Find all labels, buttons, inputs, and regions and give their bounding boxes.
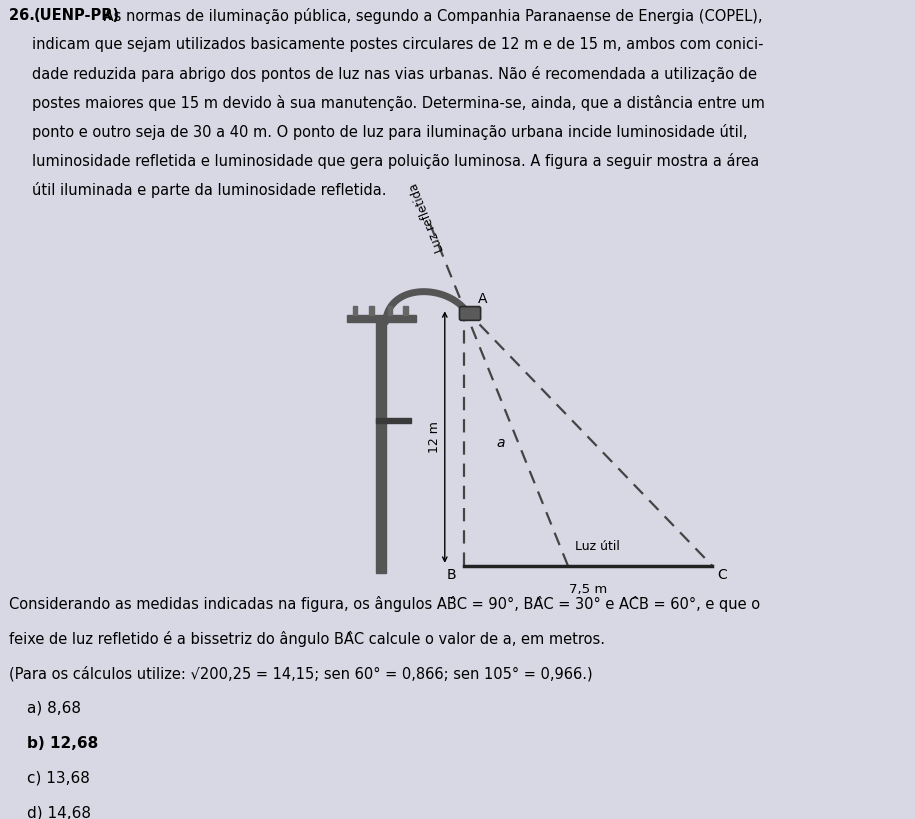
Text: postes maiores que 15 m devido à sua manutenção. Determina-se, ainda, que a dist: postes maiores que 15 m devido à sua man… xyxy=(31,95,764,111)
Bar xyxy=(370,305,373,314)
Text: c) 13,68: c) 13,68 xyxy=(27,771,90,785)
Text: indicam que sejam utilizados basicamente postes circulares de 12 m e de 15 m, am: indicam que sejam utilizados basicamente… xyxy=(31,37,763,52)
Bar xyxy=(376,318,386,572)
Text: a) 8,68: a) 8,68 xyxy=(27,701,81,716)
Text: 26.: 26. xyxy=(9,8,40,23)
Text: (UENP-PR): (UENP-PR) xyxy=(33,8,120,23)
Bar xyxy=(353,305,357,314)
Text: Considerando as medidas indicadas na figura, os ângulos AB̂C = 90°, BÂC = 30° e: Considerando as medidas indicadas na fig… xyxy=(9,596,760,612)
Text: a: a xyxy=(496,436,505,450)
Text: b) 12,68: b) 12,68 xyxy=(27,735,98,751)
Text: dade reduzida para abrigo dos pontos de luz nas vias urbanas. Não é recomendada : dade reduzida para abrigo dos pontos de … xyxy=(31,66,757,82)
Text: d) 14,68: d) 14,68 xyxy=(27,806,92,819)
Text: C: C xyxy=(716,568,727,581)
Bar xyxy=(347,314,415,322)
Bar xyxy=(388,305,392,314)
Bar xyxy=(376,419,411,423)
Text: Luz útil: Luz útil xyxy=(575,540,619,553)
Text: 12 m: 12 m xyxy=(428,421,441,453)
FancyBboxPatch shape xyxy=(459,306,480,320)
Text: Luz refletida: Luz refletida xyxy=(407,181,447,254)
Text: ponto e outro seja de 30 a 40 m. O ponto de luz para iluminação urbana incide lu: ponto e outro seja de 30 a 40 m. O ponto… xyxy=(31,124,747,140)
Text: (Para os cálculos utilize: √200,25 = 14,15; sen 60° = 0,866; sen 105° = 0,966.): (Para os cálculos utilize: √200,25 = 14,… xyxy=(9,666,593,681)
Text: útil iluminada e parte da luminosidade refletida.: útil iluminada e parte da luminosidade r… xyxy=(31,182,386,198)
Text: 7,5 m: 7,5 m xyxy=(569,583,608,596)
Bar xyxy=(404,305,407,314)
Text: A: A xyxy=(478,292,488,306)
Text: luminosidade refletida e luminosidade que gera poluição luminosa. A figura a seg: luminosidade refletida e luminosidade qu… xyxy=(31,153,759,170)
Text: B: B xyxy=(447,568,456,581)
Text: As normas de iluminação pública, segundo a Companhia Paranaense de Energia (COPE: As normas de iluminação pública, segundo… xyxy=(99,8,762,25)
Text: feixe de luz refletido é a bissetriz do ângulo BÂC calcule o valor de a, em met: feixe de luz refletido é a bissetriz do … xyxy=(9,631,605,647)
